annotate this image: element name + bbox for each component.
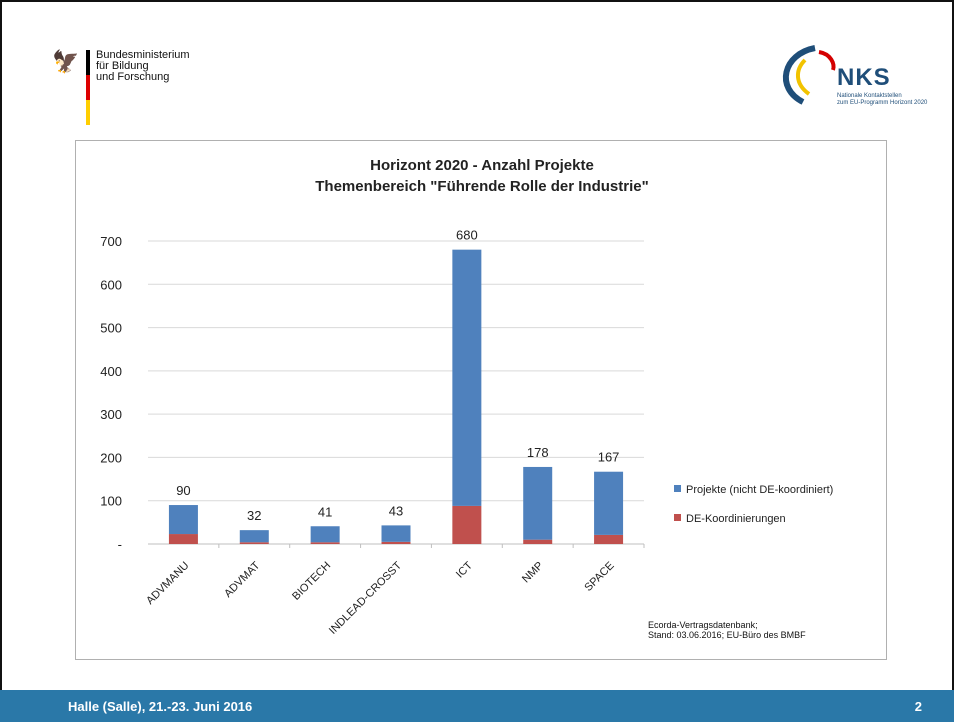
y-tick-label: 700 [100,234,122,249]
y-tick-label: - [118,537,122,552]
legend-label: DE-Koordinierungen [686,513,786,525]
german-flag-stripe [86,50,90,125]
bar-segment [239,542,269,544]
chart-title: Horizont 2020 - Anzahl Projekte [370,157,594,174]
y-tick-label: 200 [100,450,122,465]
data-label: 41 [318,504,332,519]
footer-event: Halle (Salle), 21.-23. Juni 2016 [68,699,253,714]
x-tick-label: ICT [454,559,475,580]
bar-segment [523,539,553,544]
bar-segment [381,525,411,542]
bar-segment [168,505,198,535]
data-label: 90 [176,483,190,498]
x-tick-label: NMP [520,560,546,586]
nks-logo: NKS Nationale Kontaktstellen zum EU-Prog… [775,40,935,120]
footer-bar: Halle (Salle), 21.-23. Juni 2016 2 [0,690,954,722]
x-tick-label: SPACE [582,560,616,594]
x-tick-label: INDLEAD-CROSST [327,559,404,636]
bar-segment [381,541,411,544]
y-tick-label: 500 [100,321,122,336]
data-label: 680 [456,228,478,243]
bar-segment [310,526,340,543]
bar-segment [594,534,624,544]
bar-segment [594,471,624,535]
y-tick-label: 600 [100,277,122,292]
bar-segment [523,466,553,540]
y-tick-label: 400 [100,364,122,379]
legend-swatch [674,485,681,492]
bar-chart: - 100 200 300 400 500 600 700 90 ADVMANU 32 ADVMAT 4… [100,228,833,637]
chart-subtitle: Themenbereich "Führende Rolle der Indust… [315,178,649,195]
bar-segment [452,249,482,506]
bar-segment [239,530,269,543]
y-tick-label: 100 [100,494,122,509]
data-label: 167 [598,450,620,465]
x-tick-label: ADVMANU [144,560,191,607]
page-number: 2 [914,699,922,714]
data-label: 43 [389,503,403,518]
data-label: 32 [247,508,261,523]
chart-panel: Horizont 2020 - Anzahl Projekte Themenbe… [75,140,887,660]
bar-segment [310,542,340,544]
data-label: 178 [527,445,549,460]
nks-wordmark: NKS [837,64,891,91]
federal-eagle-icon: 🦅 [52,49,80,74]
legend-swatch [674,514,681,521]
source-note: Ecorda-Vertragsdatenbank; Stand: 03.06.2… [648,620,806,640]
x-tick-label: ADVMAT [222,559,263,600]
bar-segment [168,534,198,544]
y-tick-label: 300 [100,407,122,422]
nks-swoosh-icon [782,45,836,105]
ministry-name: Bundesministerium für Bildung und Forsch… [96,49,190,83]
nks-subtitle: Nationale Kontaktstellen zum EU-Programm… [837,93,928,106]
x-tick-label: BIOTECH [290,560,333,603]
legend-label: Projekte (nicht DE-koordiniert) [686,484,833,496]
bar-segment [452,505,482,544]
